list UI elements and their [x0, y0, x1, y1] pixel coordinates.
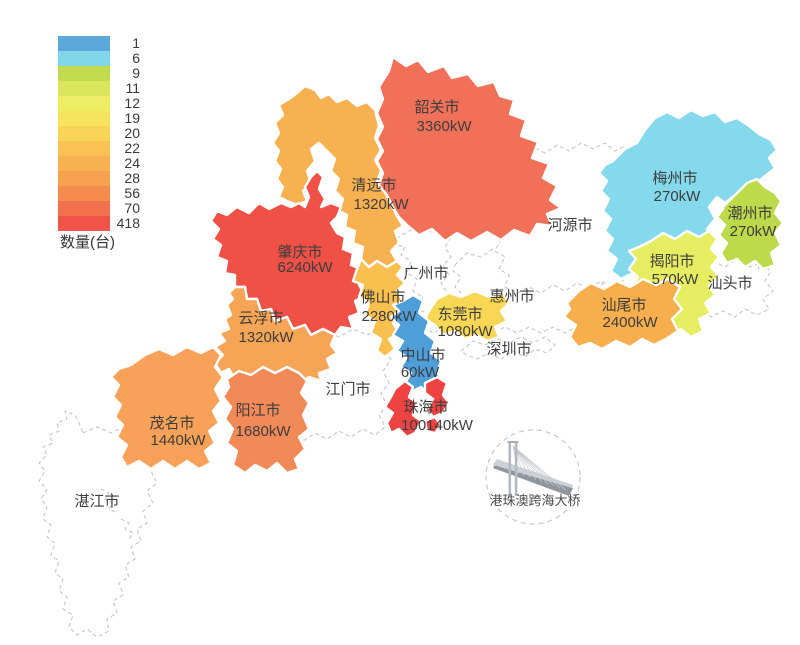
legend-value: 56	[124, 185, 140, 201]
bridge-tower-left-leg	[508, 442, 512, 496]
region-label-chaozhou: 潮州市	[727, 205, 772, 222]
region-value-jieyang: 570kW	[652, 271, 700, 288]
region-zhaoqing	[209, 169, 369, 337]
legend-caption: 数量(台)	[60, 234, 115, 251]
bridge-annotation: 港珠澳跨海大桥	[485, 429, 581, 525]
region-label-meizhou: 梅州市	[652, 170, 697, 187]
region-maoming	[109, 345, 225, 471]
legend-value: 28	[124, 170, 140, 186]
legend-value: 70	[124, 200, 140, 216]
region-value-dongguan: 1080kW	[437, 323, 493, 340]
legend-swatch-20	[58, 126, 110, 141]
legend-value: 20	[124, 125, 140, 141]
region-value-maoming: 1440kW	[150, 432, 206, 449]
region-label-shantou: 汕头市	[707, 275, 752, 292]
bridge-cable	[512, 445, 543, 483]
region-label-jiangmen: 江门市	[325, 381, 370, 398]
legend-swatch-11	[58, 81, 110, 96]
region-label-huizhou: 惠州市	[489, 288, 534, 305]
legend-value: 11	[125, 80, 140, 96]
zhanjiang-bay-line-2	[120, 518, 134, 540]
legend-value: 12	[124, 95, 140, 111]
legend-swatch-24	[58, 156, 110, 171]
region-value-zhongshan: 60kW	[401, 364, 440, 381]
annotation-label: 港珠澳跨海大桥	[489, 493, 580, 508]
region-label-shenzhen: 深圳市	[486, 341, 531, 358]
legend-value: 9	[132, 65, 140, 81]
region-yangjiang	[221, 365, 311, 475]
bridge-cable	[512, 445, 555, 487]
region-label-zhuhai: 珠海市	[403, 399, 448, 416]
region-shaoguan	[375, 55, 563, 243]
region-label-shaoguan: 韶关市	[414, 99, 459, 116]
bridge-deck-top	[493, 459, 573, 488]
legend-swatch-19	[58, 111, 110, 126]
region-label-guangzhou: 广州市	[403, 265, 448, 282]
zhanjiang-bay-line-1	[100, 488, 118, 514]
region-label-zhaoqing: 肇庆市	[277, 244, 322, 261]
region-qingyuan	[271, 84, 405, 269]
region-value-zhuhai: 100140kW	[401, 417, 474, 434]
region-label-shanwei: 汕尾市	[601, 297, 646, 314]
region-shanwei	[562, 277, 684, 351]
region-label-yunfu: 云浮市	[238, 310, 283, 327]
region-value-chaozhou: 270kW	[730, 223, 778, 240]
region-shenzhen	[460, 336, 556, 360]
annotation-dashed-circle	[485, 429, 581, 525]
bridge-cable	[512, 445, 561, 489]
region-value-shaoguan: 3360kW	[416, 118, 472, 135]
legend-swatch-70	[58, 201, 110, 216]
legend-swatch-1	[58, 36, 110, 51]
region-label-dongguan: 东莞市	[437, 306, 482, 323]
region-label-zhongshan: 中山市	[400, 347, 445, 364]
region-value-foshan: 2280kW	[361, 308, 417, 325]
region-dongguan	[423, 289, 511, 343]
region-label-yangjiang: 阳江市	[235, 402, 280, 419]
legend-value: 19	[124, 110, 140, 126]
bridge-tower-right-leg	[514, 442, 518, 496]
bridge-icon	[493, 441, 573, 496]
region-label-foshan: 佛山市	[360, 289, 405, 306]
bridge-cable	[512, 445, 567, 491]
bridge-cable	[512, 445, 549, 485]
region-zhongshan	[389, 293, 447, 397]
bridge-cables	[512, 445, 567, 491]
legend-value: 22	[124, 140, 140, 156]
region-zhuhai	[423, 415, 443, 435]
region-label-zhanjiang: 湛江市	[74, 493, 119, 510]
legend-value: 1	[132, 35, 140, 51]
region-zhuhai	[423, 375, 451, 419]
region-value-qingyuan: 1320kW	[353, 196, 409, 213]
region-label-heyuan: 河源市	[547, 217, 592, 234]
region-value-yunfu: 1320kW	[238, 329, 294, 346]
legend-value: 24	[124, 155, 140, 171]
legend-swatch-28	[58, 171, 110, 186]
region-label-maoming: 茂名市	[149, 415, 194, 432]
legend-swatch-6	[58, 51, 110, 66]
region-value-yangjiang: 1680kW	[235, 423, 291, 440]
legend-swatch-9	[58, 66, 110, 81]
bridge-tower-cap	[507, 441, 519, 443]
region-chaozhou	[715, 177, 785, 271]
legend-swatch-12	[58, 96, 110, 111]
region-value-shanwei: 2400kW	[602, 314, 658, 331]
region-meizhou	[597, 108, 779, 287]
legend-swatch-22	[58, 141, 110, 156]
legend-value: 6	[132, 50, 140, 66]
colored-regions-layer	[109, 55, 785, 475]
legend-swatch-418	[58, 216, 110, 231]
legend-swatch-56	[58, 186, 110, 201]
region-label-jieyang: 揭阳市	[649, 253, 694, 270]
legend-value: 418	[117, 215, 141, 231]
region-label-qingyuan: 清远市	[351, 177, 396, 194]
region-zhuhai	[383, 379, 423, 439]
region-value-meizhou: 270kW	[654, 188, 702, 205]
region-value-zhaoqing: 6240kW	[277, 259, 333, 276]
region-zhanjiang	[38, 410, 160, 638]
